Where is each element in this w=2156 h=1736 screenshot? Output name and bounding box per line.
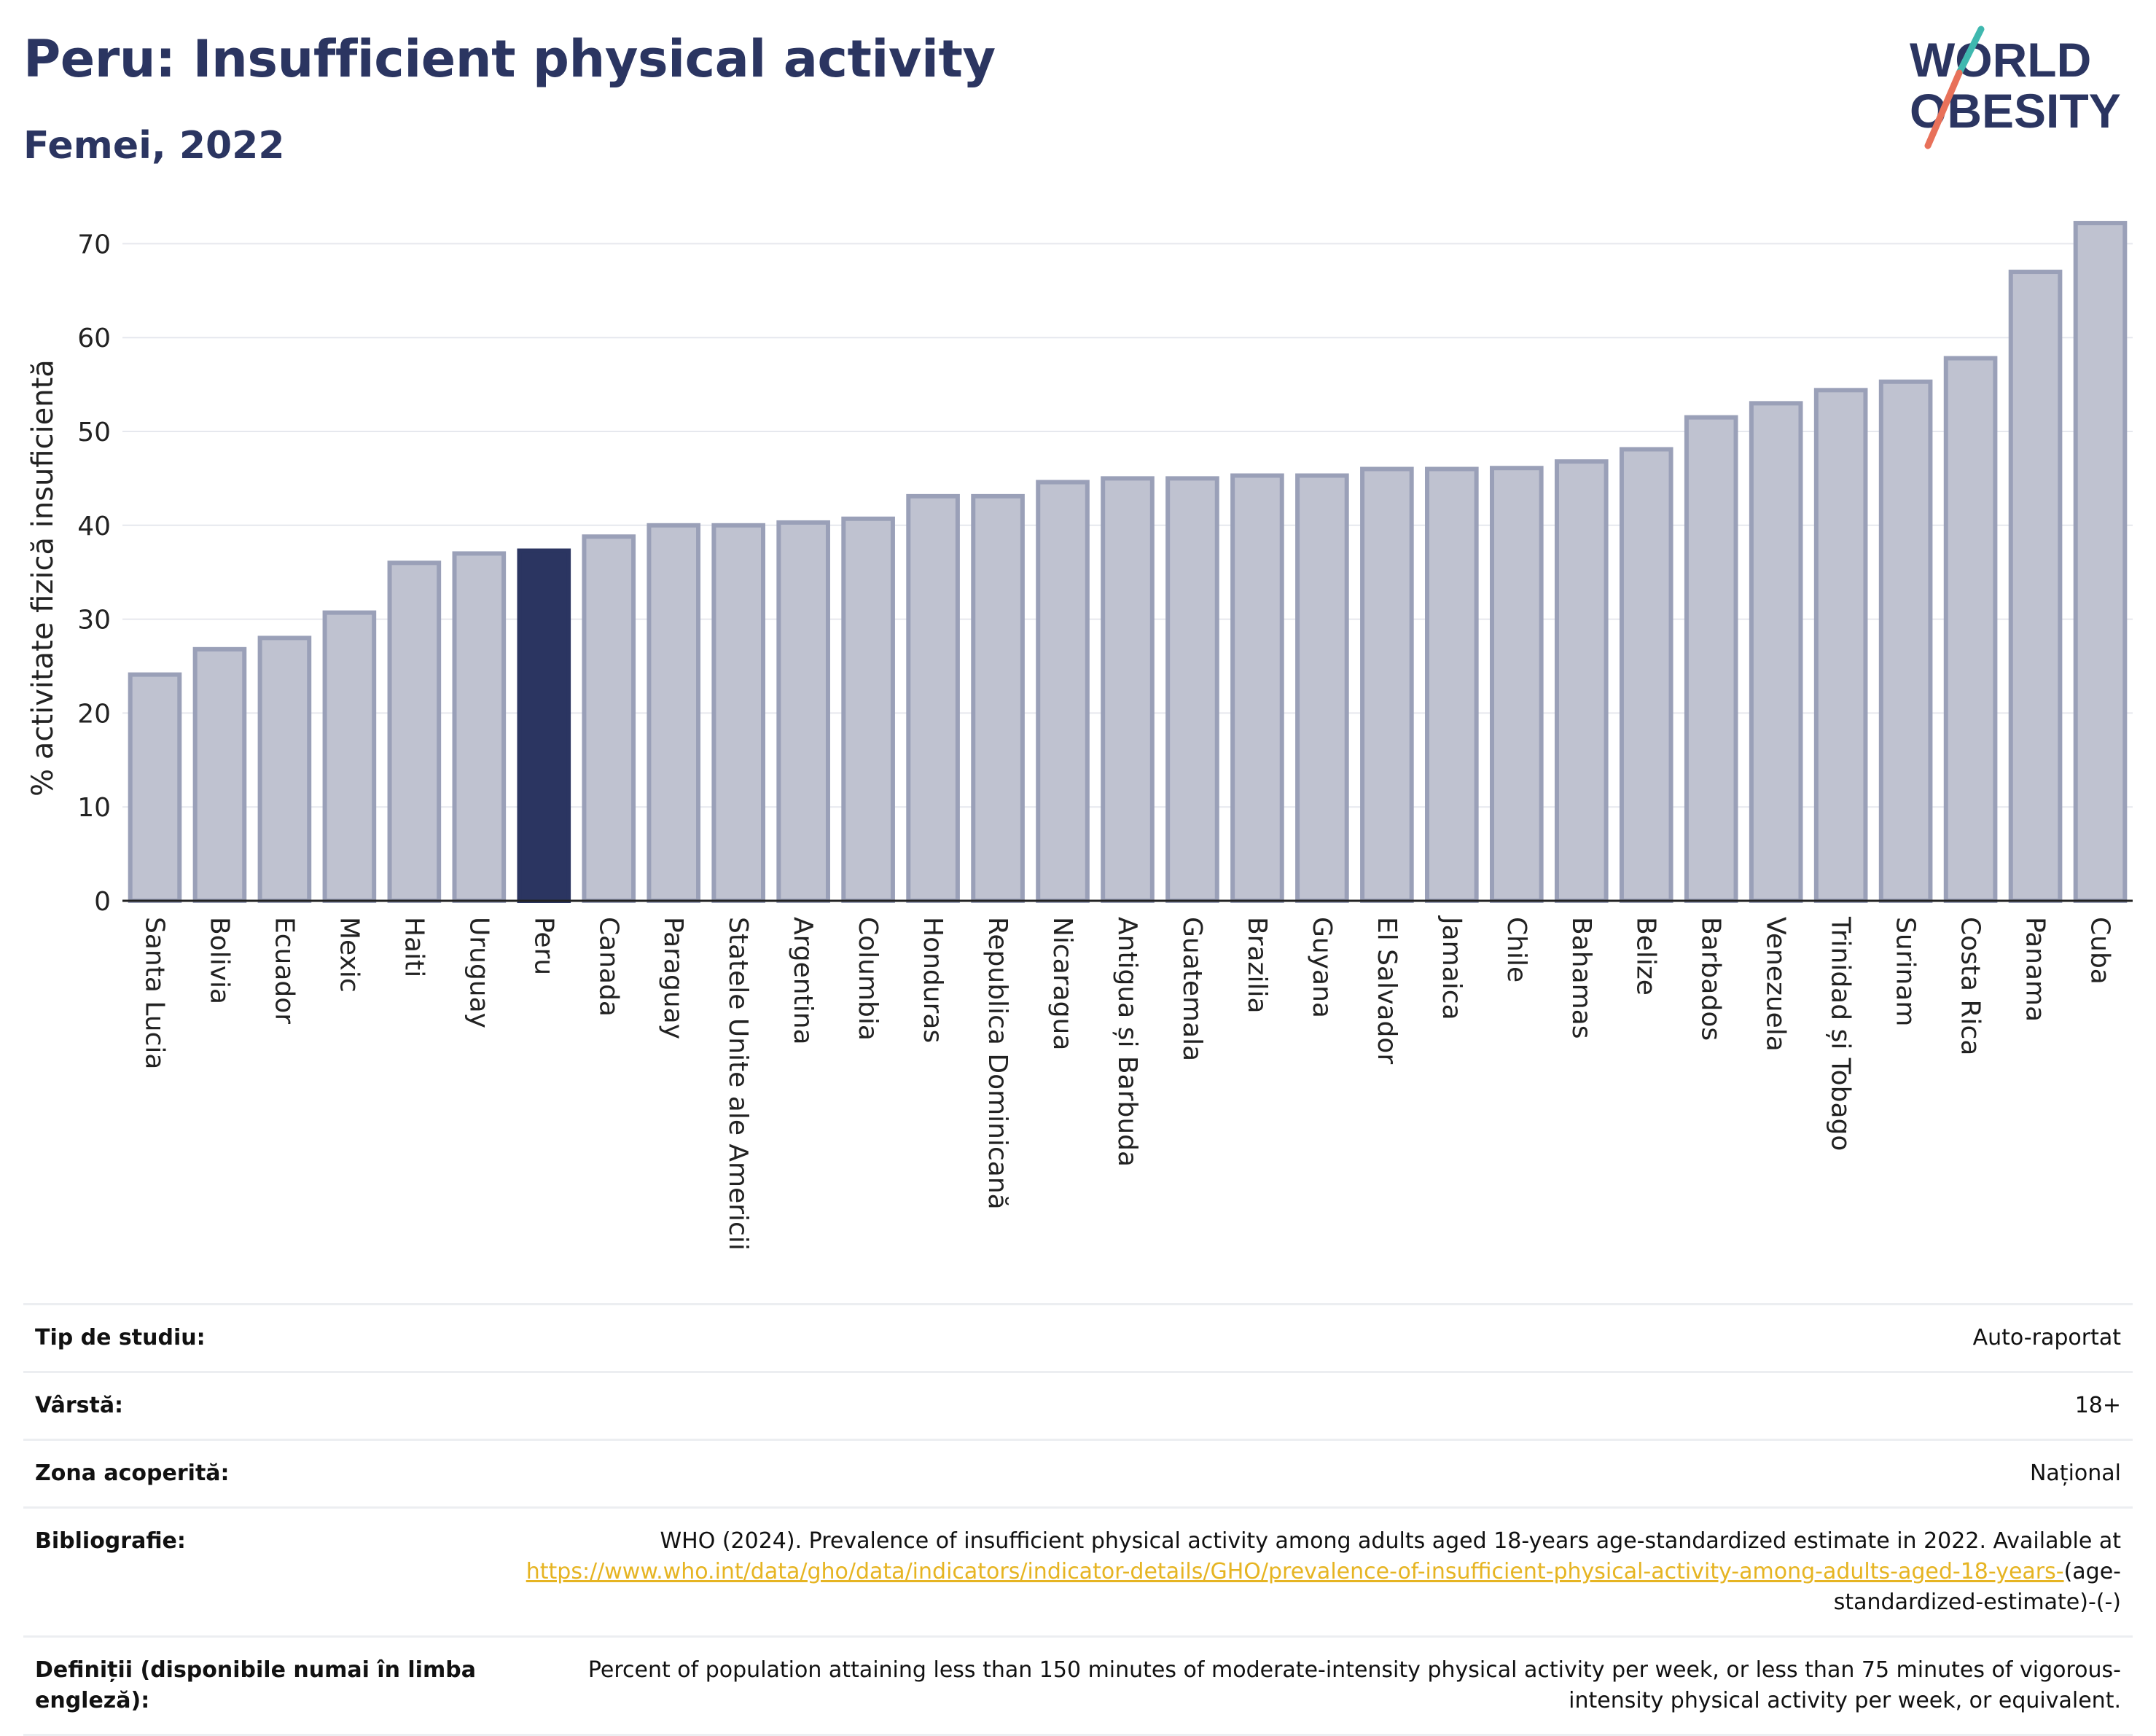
- bar-canada: [582, 534, 636, 903]
- bar-honduras: [906, 493, 960, 903]
- y-tick-label: 30: [77, 606, 111, 636]
- bar-mexic: [322, 610, 377, 903]
- bar-belize: [1619, 447, 1673, 903]
- bar-republica-dominican-: [971, 493, 1025, 903]
- x-tick-label: Jamaica: [1437, 915, 1466, 1020]
- bar-paraguay: [647, 523, 701, 903]
- y-axis-label: % activitate fizică insuficientă: [26, 359, 60, 797]
- info-label: Zona acoperită:: [23, 1439, 513, 1509]
- x-tick-label: Peru: [528, 917, 558, 975]
- x-tick-label: Nicaragua: [1047, 917, 1077, 1050]
- x-tick-label: Mexic: [334, 917, 364, 993]
- x-tick-label: Paraguay: [658, 917, 688, 1039]
- bar-el-salvador: [1360, 466, 1414, 903]
- bar-barbados: [1684, 415, 1738, 903]
- world-obesity-logo: WORLD OBESITY: [1910, 26, 2121, 149]
- info-value: WHO (2024). Prevalence of insufficient p…: [513, 1506, 2133, 1638]
- y-tick-label: 0: [94, 887, 111, 917]
- bar-guatemala: [1165, 476, 1219, 903]
- x-tick-label: Honduras: [918, 917, 948, 1043]
- bar-surinam: [1878, 379, 1933, 903]
- bibliography-suffix: (age-standardized-estimate)-(-): [1833, 1559, 2121, 1615]
- chart-title: Peru: Insufficient physical activity: [23, 29, 996, 89]
- info-value: 18+: [513, 1371, 2133, 1441]
- info-row-study-type: Tip de studiu: Auto-raportat: [23, 1303, 2133, 1373]
- bar-argentina: [776, 520, 830, 904]
- logo-slash-red: [1924, 69, 1963, 149]
- y-tick-label: 50: [77, 418, 111, 447]
- bar-bahamas: [1554, 459, 1609, 903]
- x-tick-label: Brazilia: [1242, 917, 1272, 1014]
- x-tick-label: Ecuador: [269, 917, 299, 1024]
- bar-santa-lucia: [128, 672, 182, 903]
- bar-bolivia: [192, 646, 247, 903]
- bibliography-link[interactable]: https://www.who.int/data/gho/data/indica…: [526, 1559, 2064, 1584]
- x-tick-label: Canada: [593, 917, 623, 1017]
- info-label: Vârstă:: [23, 1371, 513, 1441]
- bar-venezuela: [1749, 401, 1803, 903]
- x-tick-label: Venezuela: [1761, 917, 1791, 1052]
- bar-peru: [517, 548, 571, 903]
- y-tick-label: 70: [77, 230, 111, 259]
- x-tick-label: Cuba: [2085, 917, 2115, 985]
- bar-statele-unite-ale-americii: [711, 523, 766, 903]
- info-table: Tip de studiu: Auto-raportat Vârstă: 18+…: [23, 1303, 2133, 1736]
- bar-ecuador: [257, 636, 312, 903]
- x-tick-label: Bolivia: [204, 917, 234, 1004]
- x-tick-label: Costa Rica: [1956, 917, 1985, 1055]
- bar-trinidad-i-tobago: [1813, 388, 1868, 903]
- chart-subtitle: Femei, 2022: [23, 124, 285, 168]
- x-tick-label: Antigua și Barbuda: [1112, 917, 1142, 1167]
- bar-cuba: [2073, 221, 2128, 903]
- x-tick-label: Argentina: [788, 917, 818, 1045]
- x-tick-label: Statele Unite ale Americii: [723, 917, 753, 1251]
- bar-brazilia: [1230, 473, 1284, 903]
- y-tick-label: 20: [77, 699, 111, 729]
- info-label: Definiții (disponibile numai în limba en…: [23, 1635, 513, 1736]
- info-row-bibliography: Bibliografie: WHO (2024). Prevalence of …: [23, 1506, 2133, 1638]
- x-tick-label: Barbados: [1696, 917, 1726, 1041]
- x-tick-label: Belize: [1631, 917, 1661, 996]
- info-value: Național: [513, 1439, 2133, 1509]
- info-value: Percent of population attaining less tha…: [513, 1635, 2133, 1736]
- y-tick-label: 40: [77, 512, 111, 541]
- x-tick-label: Trinidad și Tobago: [1826, 916, 1856, 1151]
- bar-uruguay: [452, 551, 507, 903]
- info-row-age: Vârstă: 18+: [23, 1371, 2133, 1441]
- x-tick-label: Republica Dominicană: [983, 917, 1012, 1210]
- bar-costa-rica: [1943, 356, 1998, 903]
- logo-slash-teal: [1956, 26, 1985, 77]
- info-label: Bibliografie:: [23, 1506, 513, 1638]
- bar-nicaragua: [1036, 480, 1090, 903]
- logo-line1: WORLD: [1910, 33, 2091, 87]
- info-label: Tip de studiu:: [23, 1303, 513, 1373]
- bar-panama: [2008, 270, 2063, 904]
- info-row-coverage: Zona acoperită: Național: [23, 1439, 2133, 1509]
- bar-guyana: [1295, 473, 1349, 903]
- x-tick-label: El Salvador: [1372, 917, 1402, 1064]
- x-tick-label: Columbia: [853, 917, 883, 1041]
- x-tick-label: Guyana: [1307, 917, 1337, 1018]
- bar-chile: [1489, 466, 1544, 903]
- x-tick-label: Haiti: [399, 917, 429, 977]
- info-value: Auto-raportat: [513, 1303, 2133, 1373]
- y-tick-label: 60: [77, 324, 111, 353]
- x-tick-label: Uruguay: [464, 917, 493, 1028]
- x-tick-label: Santa Lucia: [139, 917, 169, 1069]
- bar-chart-svg: 0 10 20 30 40 50 60 70 Santa Lucia Bolivia Ecuador…: [26, 221, 2133, 1251]
- x-tick-label: Panama: [2020, 917, 2050, 1022]
- x-tick-label: Guatemala: [1177, 917, 1207, 1061]
- bar-columbia: [841, 516, 895, 903]
- bar-chart: 0 10 20 30 40 50 60 70 Santa Lucia Bolivia Ecuador…: [0, 168, 2156, 1305]
- x-tick-label: Surinam: [1891, 917, 1921, 1026]
- x-tick-label: Bahamas: [1566, 917, 1596, 1039]
- x-tick-label: Chile: [1501, 917, 1531, 982]
- bibliography-text: WHO (2024). Prevalence of insufficient p…: [660, 1528, 2121, 1554]
- bar-antigua-i-barbuda: [1101, 476, 1155, 903]
- bar-haiti: [387, 560, 442, 903]
- y-tick-label: 10: [77, 793, 111, 823]
- info-row-definitions: Definiții (disponibile numai în limba en…: [23, 1635, 2133, 1736]
- bar-jamaica: [1425, 466, 1479, 903]
